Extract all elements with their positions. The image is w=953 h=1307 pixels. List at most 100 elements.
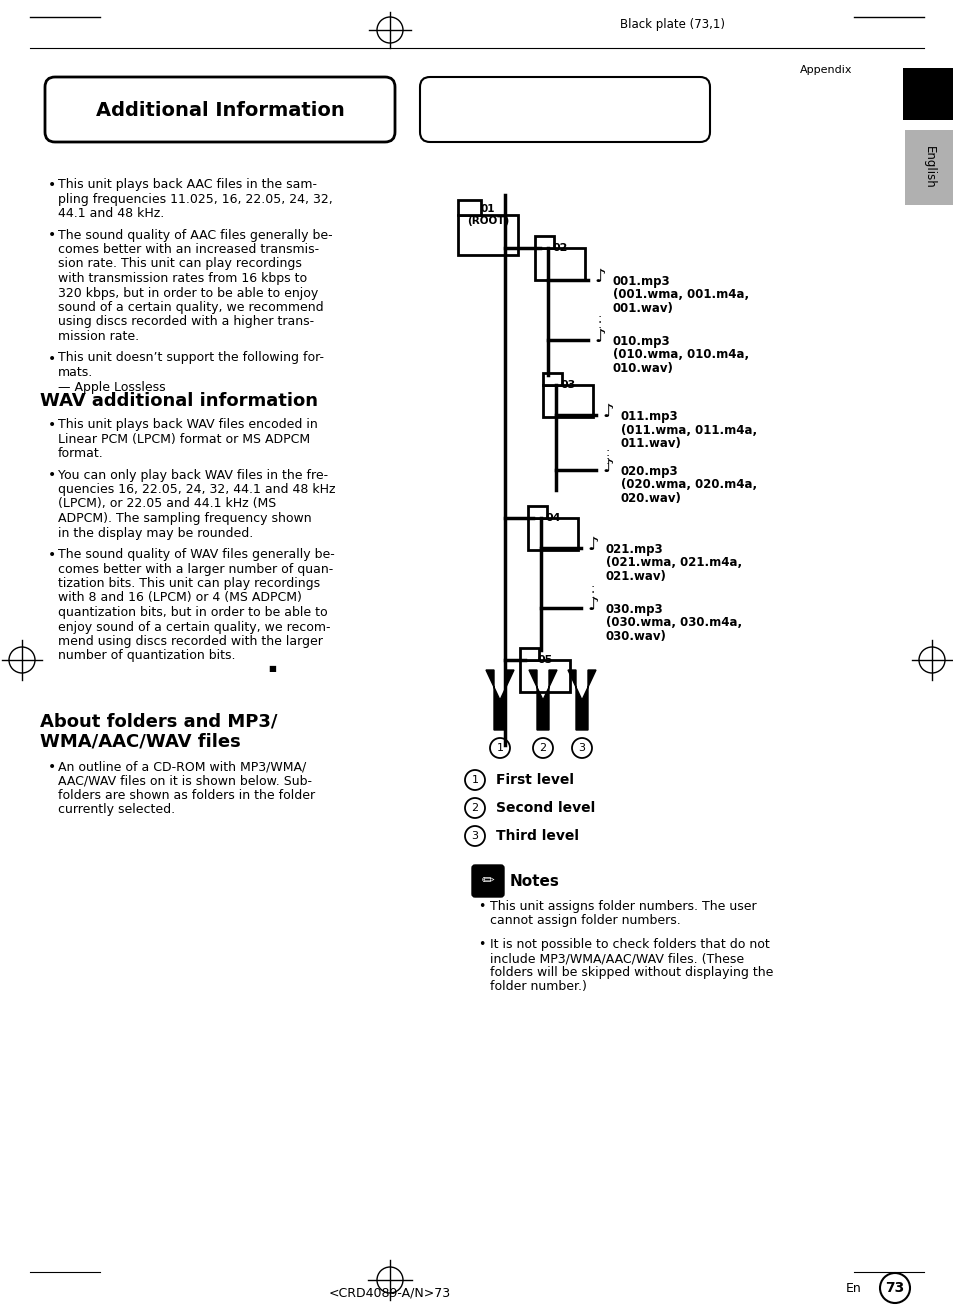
Text: 320 kbps, but in order to be able to enjoy: 320 kbps, but in order to be able to enj…: [58, 286, 318, 299]
Text: •: •: [48, 759, 56, 774]
Text: using discs recorded with a higher trans-: using discs recorded with a higher trans…: [58, 315, 314, 328]
Text: •: •: [48, 352, 56, 366]
Text: mend using discs recorded with the larger: mend using discs recorded with the large…: [58, 635, 322, 648]
Text: 01
(ROOT): 01 (ROOT): [466, 204, 509, 226]
Text: 010.wav): 010.wav): [613, 362, 673, 375]
Text: (LPCM), or 22.05 and 44.1 kHz (MS: (LPCM), or 22.05 and 44.1 kHz (MS: [58, 498, 276, 511]
Text: •: •: [477, 901, 485, 914]
Bar: [535, 235, 554, 248]
Text: The sound quality of WAV files generally be-: The sound quality of WAV files generally…: [58, 548, 335, 561]
Text: 1: 1: [471, 775, 478, 786]
Text: 02: 02: [552, 243, 567, 254]
Text: This unit plays back WAV files encoded in: This unit plays back WAV files encoded i…: [58, 418, 317, 431]
Text: include MP3/WMA/AAC/WAV files. (These: include MP3/WMA/AAC/WAV files. (These: [490, 951, 743, 965]
Text: Third level: Third level: [496, 829, 578, 843]
Text: ♪: ♪: [601, 457, 613, 476]
Text: :: :: [598, 319, 601, 332]
Text: quencies 16, 22.05, 24, 32, 44.1 and 48 kHz: quencies 16, 22.05, 24, 32, 44.1 and 48 …: [58, 484, 335, 495]
Text: •: •: [48, 178, 56, 192]
Text: 020.mp3: 020.mp3: [620, 465, 678, 478]
Text: with transmission rates from 16 kbps to: with transmission rates from 16 kbps to: [58, 272, 307, 285]
Text: ♪: ♪: [587, 536, 598, 554]
Text: •: •: [48, 548, 56, 562]
Polygon shape: [567, 670, 596, 731]
Bar: [519, 660, 569, 691]
Text: Appendix: Appendix: [800, 65, 852, 74]
Bar: [457, 200, 480, 214]
Text: (001.wma, 001.m4a,: (001.wma, 001.m4a,: [613, 289, 748, 302]
Text: First level: First level: [496, 772, 574, 787]
Text: format.: format.: [58, 447, 104, 460]
Text: This unit doesn’t support the following for-: This unit doesn’t support the following …: [58, 352, 324, 365]
Text: (020.wma, 020.m4a,: (020.wma, 020.m4a,: [620, 478, 757, 491]
Text: in the display may be rounded.: in the display may be rounded.: [58, 527, 253, 540]
Text: ✏: ✏: [481, 873, 494, 889]
Text: (010.wma, 010.m4a,: (010.wma, 010.m4a,: [613, 349, 748, 362]
Text: •: •: [48, 229, 56, 243]
Text: An outline of a CD-ROM with MP3/WMA/: An outline of a CD-ROM with MP3/WMA/: [58, 759, 306, 772]
Text: (030.wma, 030.m4a,: (030.wma, 030.m4a,: [605, 617, 741, 630]
Text: ♪: ♪: [601, 403, 613, 421]
Text: Notes: Notes: [510, 873, 559, 889]
Text: quantization bits, but in order to be able to: quantization bits, but in order to be ab…: [58, 606, 327, 620]
Text: folders are shown as folders in the folder: folders are shown as folders in the fold…: [58, 789, 314, 802]
Text: En: En: [845, 1281, 862, 1294]
Text: 2: 2: [538, 742, 546, 753]
Text: 04: 04: [545, 514, 560, 523]
Text: This unit assigns folder numbers. The user: This unit assigns folder numbers. The us…: [490, 901, 756, 914]
Text: 05: 05: [537, 655, 552, 665]
Text: (021.wma, 021.m4a,: (021.wma, 021.m4a,: [605, 557, 741, 570]
Text: ♪: ♪: [587, 596, 598, 614]
FancyBboxPatch shape: [902, 68, 953, 120]
Text: ♪: ♪: [594, 268, 605, 286]
FancyBboxPatch shape: [419, 77, 709, 142]
Text: ■: ■: [268, 664, 275, 673]
Text: It is not possible to check folders that do not: It is not possible to check folders that…: [490, 938, 769, 951]
Text: mission rate.: mission rate.: [58, 329, 139, 342]
Text: WAV additional information: WAV additional information: [40, 392, 317, 410]
Text: 73: 73: [884, 1281, 903, 1295]
Bar: [542, 372, 561, 386]
Text: 3: 3: [578, 742, 585, 753]
Text: number of quantization bits.: number of quantization bits.: [58, 650, 235, 663]
Text: AAC/WAV files on it is shown below. Sub-: AAC/WAV files on it is shown below. Sub-: [58, 775, 312, 788]
Text: — Apple Lossless: — Apple Lossless: [58, 380, 166, 393]
Bar: [527, 518, 578, 550]
Bar: [527, 506, 546, 518]
Text: comes better with an increased transmis-: comes better with an increased transmis-: [58, 243, 319, 256]
Text: tization bits. This unit can play recordings: tization bits. This unit can play record…: [58, 576, 320, 589]
Text: The sound quality of AAC files generally be-: The sound quality of AAC files generally…: [58, 229, 333, 242]
Text: <CRD4089-A/N>73: <CRD4089-A/N>73: [329, 1287, 451, 1300]
Text: cannot assign folder numbers.: cannot assign folder numbers.: [490, 914, 680, 927]
Bar: [542, 386, 593, 417]
Text: You can only play back WAV files in the fre-: You can only play back WAV files in the …: [58, 468, 328, 481]
Text: folders will be skipped without displaying the: folders will be skipped without displayi…: [490, 966, 773, 979]
Text: :: :: [590, 588, 595, 601]
Text: English: English: [922, 145, 935, 188]
Text: :: :: [605, 447, 610, 460]
Text: Second level: Second level: [496, 801, 595, 816]
Text: 2: 2: [471, 802, 478, 813]
Text: Black plate (73,1): Black plate (73,1): [619, 18, 724, 31]
Polygon shape: [529, 670, 557, 731]
FancyBboxPatch shape: [904, 129, 953, 205]
Text: enjoy sound of a certain quality, we recom-: enjoy sound of a certain quality, we rec…: [58, 621, 330, 634]
Bar: [535, 248, 584, 280]
Text: 44.1 and 48 kHz.: 44.1 and 48 kHz.: [58, 207, 164, 220]
Text: :: :: [590, 582, 595, 595]
Text: :: :: [605, 454, 610, 467]
Text: 3: 3: [471, 831, 478, 840]
Text: •: •: [48, 468, 56, 482]
Text: Additional Information: Additional Information: [95, 102, 344, 120]
Text: •: •: [477, 938, 485, 951]
Bar: [519, 648, 538, 660]
Text: 030.wav): 030.wav): [605, 630, 666, 643]
Text: mats.: mats.: [58, 366, 93, 379]
Text: 03: 03: [559, 380, 575, 389]
Text: About folders and MP3/
WMA/AAC/WAV files: About folders and MP3/ WMA/AAC/WAV files: [40, 712, 277, 750]
Text: 021.wav): 021.wav): [605, 570, 666, 583]
Polygon shape: [485, 670, 514, 731]
Text: •: •: [48, 418, 56, 433]
Text: 021.mp3: 021.mp3: [605, 542, 663, 555]
Text: This unit plays back AAC files in the sam-: This unit plays back AAC files in the sa…: [58, 178, 316, 191]
